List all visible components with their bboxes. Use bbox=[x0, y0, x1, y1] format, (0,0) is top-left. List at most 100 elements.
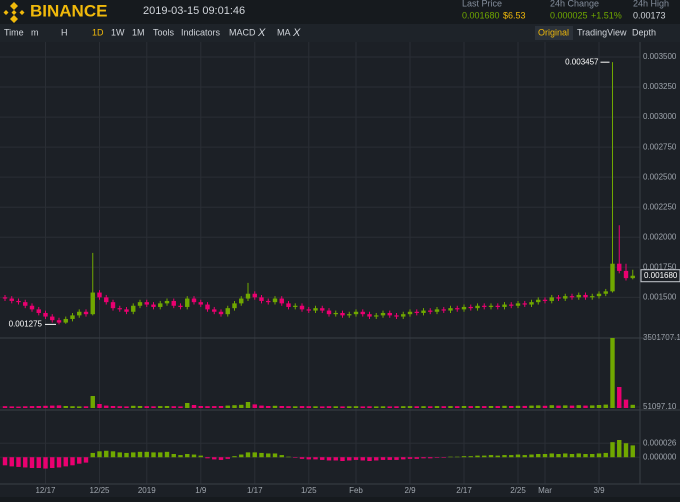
candle-body bbox=[340, 312, 345, 316]
stat-value: 0.001680 bbox=[462, 10, 500, 20]
toolbar-button[interactable]: 1W bbox=[111, 27, 125, 37]
volume-bar bbox=[306, 406, 311, 408]
volume-bar bbox=[144, 406, 149, 408]
last-price-box bbox=[640, 269, 680, 283]
macd-bar bbox=[225, 457, 230, 459]
indicator-button[interactable]: MACD bbox=[229, 27, 256, 37]
macd-bar bbox=[77, 457, 82, 464]
toolbar-button[interactable]: H bbox=[61, 27, 68, 37]
macd-bar bbox=[117, 452, 122, 458]
x-tick-label: Feb bbox=[349, 486, 363, 495]
volume-bar bbox=[266, 406, 271, 408]
candle-body bbox=[29, 305, 35, 310]
candle-body bbox=[9, 298, 14, 301]
volume-bar bbox=[313, 406, 318, 408]
view-tab[interactable]: Depth bbox=[632, 27, 656, 37]
volume-bar bbox=[23, 406, 28, 408]
toolbar-button[interactable]: 1D bbox=[92, 27, 104, 37]
macd-bar bbox=[245, 452, 251, 458]
macd-bar bbox=[428, 457, 433, 459]
candle-body bbox=[117, 308, 122, 310]
candle-body bbox=[509, 304, 514, 306]
y-tick-label: 0.001750 bbox=[643, 262, 677, 271]
view-tab[interactable]: Original bbox=[538, 27, 569, 37]
volume-bar bbox=[171, 406, 176, 408]
active-tab bbox=[535, 26, 573, 40]
macd-bar bbox=[279, 455, 284, 458]
volume-bar bbox=[29, 406, 35, 408]
toolbar-button[interactable]: Indicators bbox=[181, 27, 221, 37]
indicator-button[interactable]: MA bbox=[277, 27, 291, 37]
macd-bar bbox=[185, 454, 190, 458]
macd-bar bbox=[50, 457, 55, 468]
macd-bar bbox=[529, 454, 534, 458]
candle-body bbox=[441, 309, 446, 311]
candle-body bbox=[90, 292, 95, 315]
volume-bar bbox=[299, 406, 305, 408]
volume-bar bbox=[353, 406, 359, 408]
candle-body bbox=[610, 263, 615, 292]
indicator-close[interactable]: X bbox=[292, 27, 301, 39]
toolbar-button[interactable]: m bbox=[31, 27, 39, 37]
candle-body bbox=[306, 309, 311, 311]
candle-body bbox=[320, 308, 325, 311]
macd-bar bbox=[104, 450, 109, 458]
x-tick-label: 2019 bbox=[138, 486, 156, 495]
volume-bar bbox=[482, 406, 487, 408]
macd-bar bbox=[83, 457, 89, 463]
macd-bar bbox=[468, 456, 473, 458]
candle-body bbox=[576, 294, 581, 298]
volume-bar bbox=[36, 406, 41, 408]
macd-bar bbox=[448, 456, 453, 458]
macd-bar bbox=[549, 453, 554, 458]
macd-bar bbox=[394, 457, 399, 460]
candle-body bbox=[522, 303, 527, 305]
candle-body bbox=[56, 320, 62, 323]
volume-bar bbox=[131, 405, 136, 408]
candle-body bbox=[171, 300, 176, 306]
candle-body bbox=[83, 311, 89, 315]
candle-body bbox=[70, 315, 75, 319]
volume-bar bbox=[495, 406, 500, 408]
toolbar-button[interactable]: Tools bbox=[153, 27, 175, 37]
volume-bar bbox=[63, 406, 68, 408]
toolbar-button[interactable]: Time bbox=[4, 27, 24, 37]
toolbar-items: Time m H 1D 1W 1M Tools Indicators MACD X MA X Origi… bbox=[4, 26, 656, 40]
indicator-close[interactable]: X bbox=[257, 27, 266, 39]
y-tick-label: 51097.10 bbox=[643, 402, 677, 411]
macd-bar bbox=[9, 457, 14, 467]
logo: BINANCE bbox=[3, 1, 107, 23]
volume-bar bbox=[421, 406, 426, 408]
candle-body bbox=[455, 308, 460, 310]
volume-bar bbox=[455, 406, 460, 408]
candle-body bbox=[50, 316, 55, 321]
candle-body bbox=[158, 303, 163, 307]
y-tick-label: 0.002000 bbox=[643, 232, 677, 241]
candle-body bbox=[259, 297, 264, 301]
annotation-label: 0.003457 bbox=[565, 57, 599, 66]
candle-body bbox=[448, 308, 453, 311]
x-tick-label: 12/17 bbox=[35, 486, 56, 495]
candle-body bbox=[191, 298, 197, 303]
macd-bar bbox=[461, 456, 467, 458]
view-tab[interactable]: TradingView bbox=[577, 27, 627, 37]
volume-bar bbox=[407, 406, 413, 408]
macd-bar bbox=[171, 454, 176, 458]
volume-bar bbox=[56, 405, 62, 408]
macd-bar bbox=[630, 445, 635, 458]
macd-bar bbox=[205, 457, 210, 459]
volume-bar bbox=[502, 405, 507, 408]
toolbar-button[interactable]: 1M bbox=[132, 27, 145, 37]
macd-bar bbox=[603, 452, 608, 458]
macd-bar bbox=[293, 457, 298, 458]
volume-bar bbox=[185, 403, 190, 408]
stat-label: 24h High bbox=[633, 0, 669, 8]
volume-bar bbox=[468, 406, 473, 408]
candle-body bbox=[434, 309, 440, 312]
stat-value: 0.000025 bbox=[550, 10, 588, 20]
candle-body bbox=[515, 303, 521, 306]
volume-bar bbox=[549, 405, 554, 408]
volume-bar bbox=[198, 406, 203, 408]
x-tick-label: 2/25 bbox=[510, 486, 526, 495]
candle-body bbox=[333, 312, 338, 315]
